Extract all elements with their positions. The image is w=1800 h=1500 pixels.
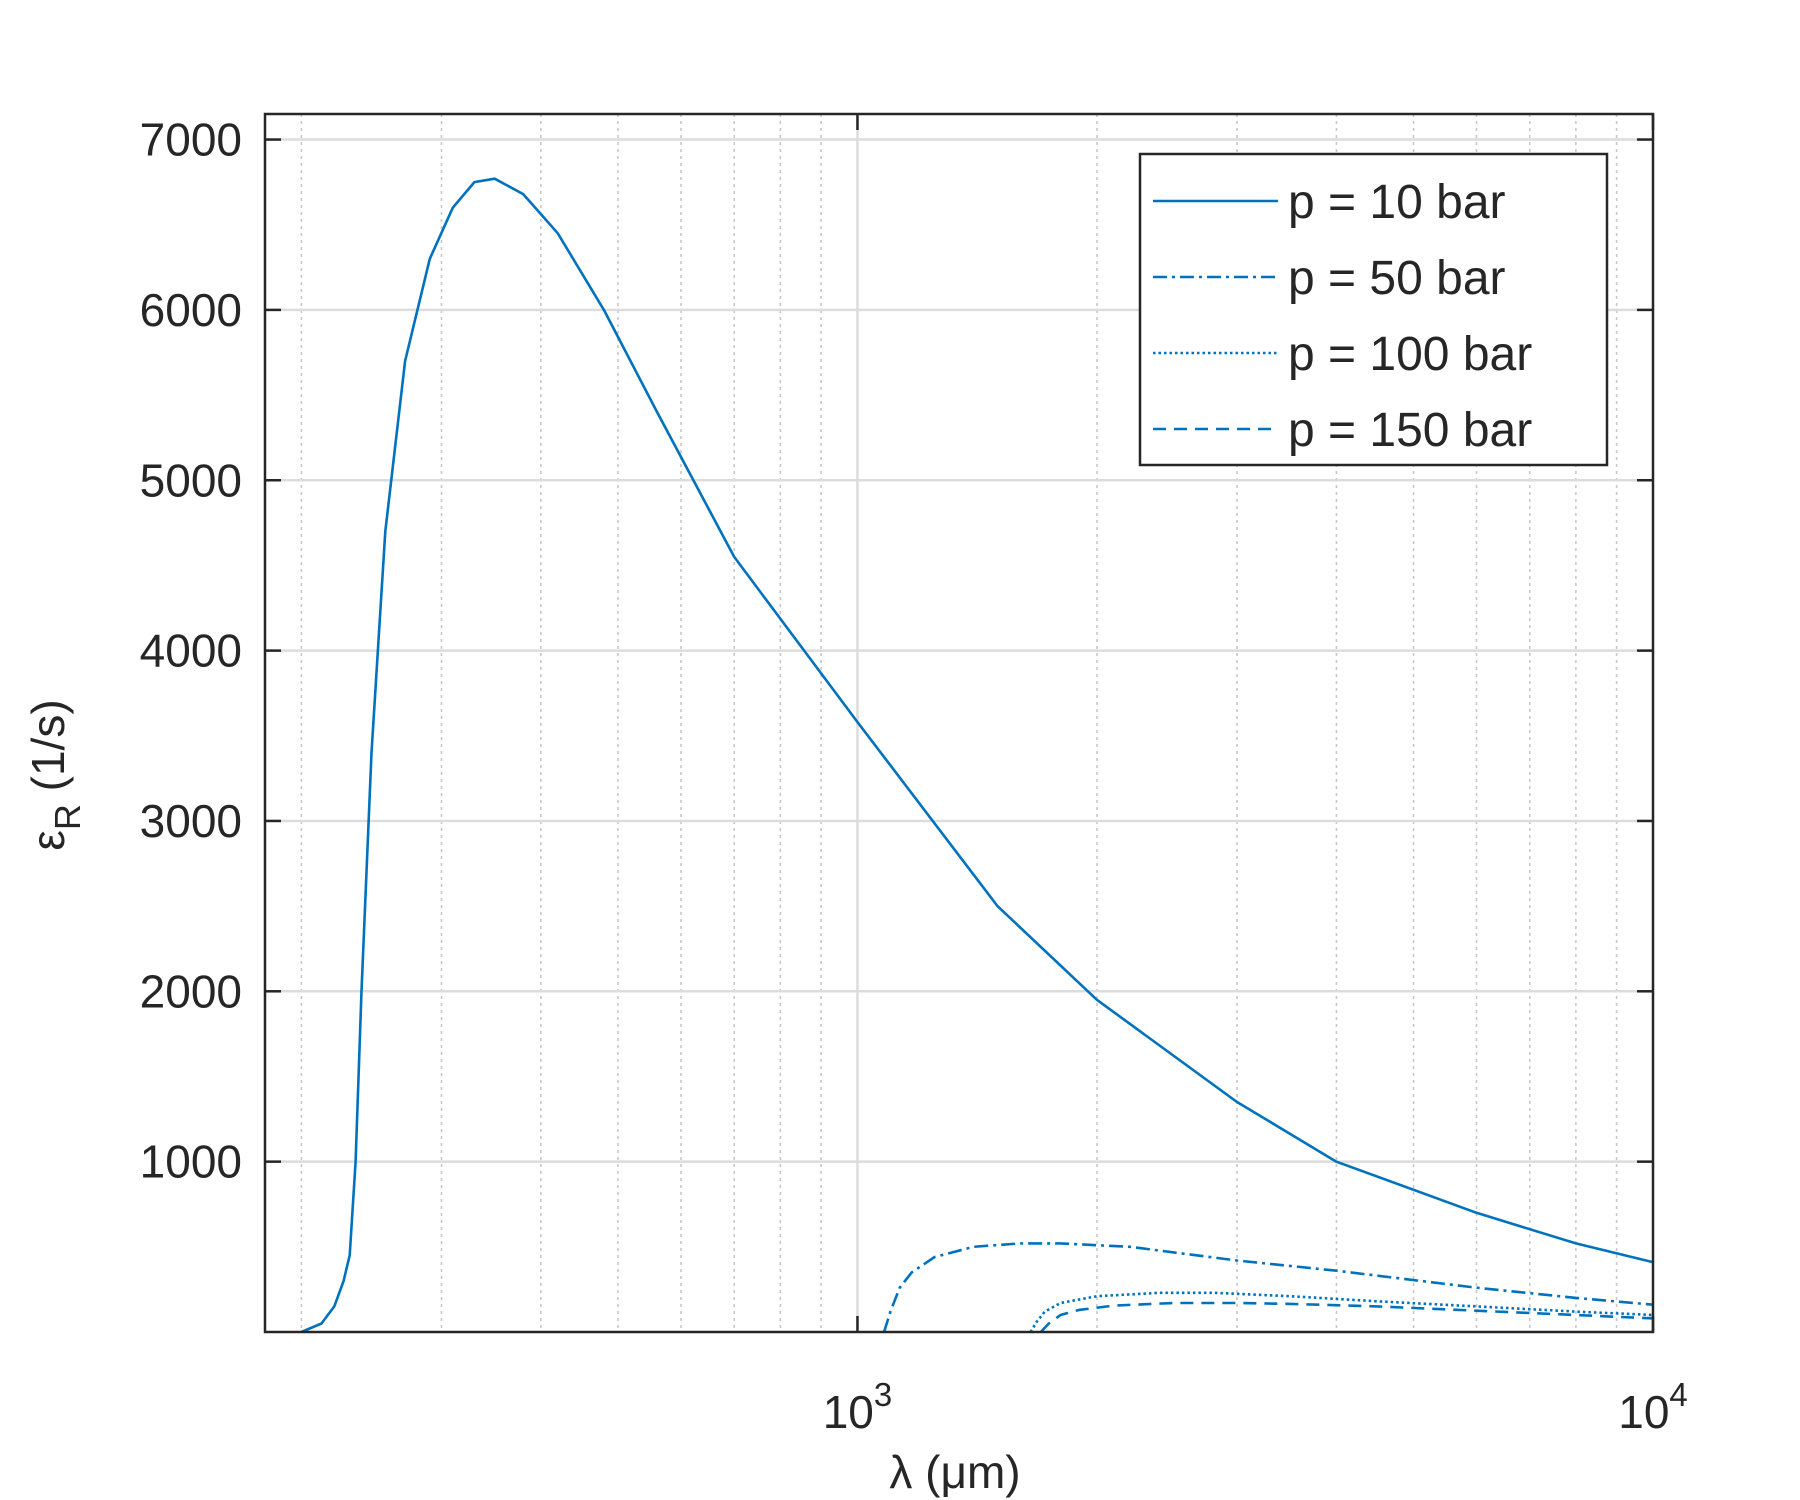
legend-box <box>1138 152 1609 467</box>
legend-label-4: p = 150 bar <box>1288 404 1532 457</box>
legend: p = 10 bar p = 50 bar p = 100 bar p = 150 b… <box>1138 152 1609 467</box>
y-axis-label: εR (1/s) <box>22 699 88 850</box>
x-axis-label: λ (μm) <box>889 1446 1020 1498</box>
series-line-3 <box>1029 1291 1653 1332</box>
plot-frame <box>263 112 1655 1334</box>
legend-label-2: p = 50 bar <box>1288 252 1506 305</box>
y-tick-label: 6000 <box>140 284 242 336</box>
y-tick-label: 7000 <box>140 114 242 166</box>
legend-label-3: p = 100 bar <box>1288 328 1532 381</box>
y-tick-label: 1000 <box>140 1136 242 1188</box>
x-tick-label: 103 <box>823 1376 893 1438</box>
y-tick-label: 5000 <box>140 454 242 506</box>
series-line-4 <box>1039 1301 1653 1332</box>
legend-label-1: p = 10 bar <box>1288 176 1506 229</box>
x-tick-label: 104 <box>1618 1376 1688 1438</box>
ticks: 103 104 1000 2000 3000 4000 5000 6000 7000 <box>140 114 1688 1438</box>
series-line-1 <box>300 177 1653 1332</box>
y-tick-label: 2000 <box>140 965 242 1017</box>
y-tick-label: 3000 <box>140 795 242 847</box>
y-tick-label: 4000 <box>140 625 242 677</box>
axes <box>263 112 1655 1334</box>
series-layer <box>300 177 1653 1332</box>
series-line-2 <box>882 1242 1653 1332</box>
